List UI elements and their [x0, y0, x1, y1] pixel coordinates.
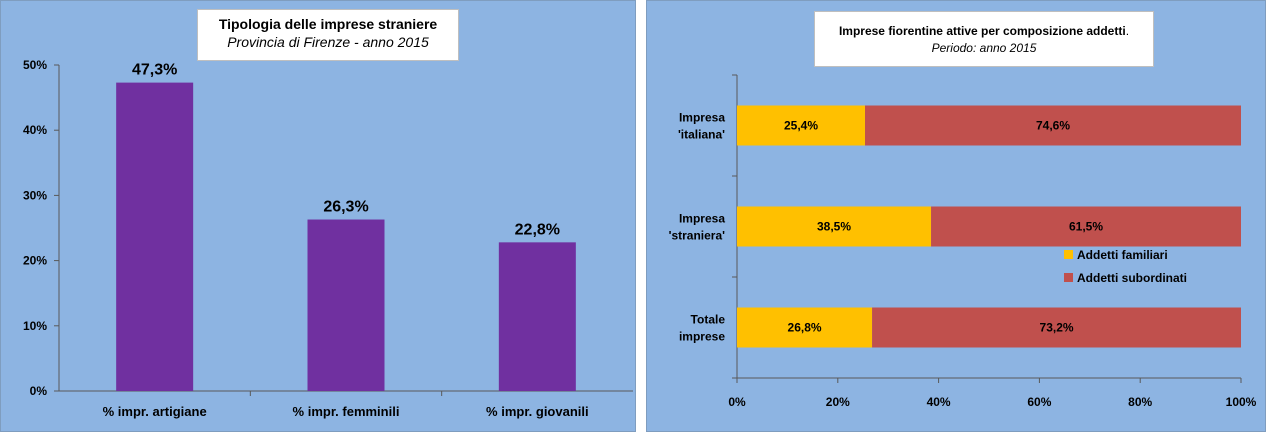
bar-segment: [737, 307, 873, 348]
x-tick-label: % impr. artigiane: [103, 404, 207, 419]
y-tick-label-line: 'italiana': [678, 128, 725, 142]
y-tick-label: Totale imprese: [679, 313, 725, 344]
bar-value-label: 74,6%: [1036, 119, 1070, 133]
y-tick-label: 20%: [23, 254, 47, 268]
bar: [498, 242, 576, 391]
y-tick-label: Impresa 'straniera': [669, 212, 726, 243]
x-tick-label: 40%: [927, 395, 951, 409]
bar-segment: [931, 206, 1241, 247]
y-tick-label: 40%: [23, 123, 47, 137]
y-tick-label-line: Totale: [691, 313, 726, 327]
chart-title-text: Imprese fiorentine attive per composizio…: [838, 24, 1126, 38]
bars-group: 47,3% 26,3% 22,8%: [116, 62, 576, 391]
bar-value-label: 25,4%: [784, 119, 818, 133]
legend-label: Addetti familiari: [1077, 248, 1168, 262]
chart-panel-employee-composition: 0% 20% 40% 60% 80% 100% 25,4% 74,6% 38,5% 61,5% 2…: [646, 0, 1266, 432]
y-tick-label: 10%: [23, 319, 47, 333]
chart-title-box: Imprese fiorentine attive per composizio…: [814, 11, 1154, 67]
x-axis-labels: % impr. artigiane % impr. femminili % impr…: [103, 404, 589, 419]
bar-value-label: 26,3%: [323, 199, 368, 216]
bar-chart-svg: 0% 10% 20% 30% 40% 50% 47,3% 26,3% 22,8% % impr…: [23, 58, 633, 419]
legend-label: Addetti subordinati: [1077, 271, 1187, 285]
legend: Addetti familiari Addetti subordinati: [1064, 248, 1187, 285]
stacked-bar-chart-svg: 0% 20% 40% 60% 80% 100% 25,4% 74,6%38,5% 61,5%2…: [669, 74, 1257, 409]
legend-swatch: [1064, 250, 1073, 259]
legend-swatch: [1064, 273, 1073, 282]
x-tick-label: % impr. femminili: [293, 404, 400, 419]
x-tick-label: 80%: [1128, 395, 1152, 409]
y-tick-label-line: Impresa: [679, 212, 725, 226]
bar-segment: [865, 105, 1241, 146]
chart-title-box: Tipologia delle imprese straniere Provin…: [197, 9, 459, 61]
chart-title: Imprese fiorentine attive per composizio…: [815, 24, 1153, 38]
bars-group: 25,4% 74,6% 38,5% 61,5% 26,8% 73,2%: [737, 105, 1241, 348]
bar-value-label: 26,8%: [788, 321, 822, 335]
chart-title-period: .: [1125, 24, 1130, 38]
bar-value-label: 38,5%: [817, 220, 851, 234]
bar-value-label: 22,8%: [515, 221, 560, 238]
chart-subtitle: Provincia di Firenze - anno 2015: [227, 34, 429, 50]
bar-value-label: 73,2%: [1040, 321, 1074, 335]
x-tick-label: 0%: [728, 395, 746, 409]
y-axis-labels: Impresa 'italiana' Impresa 'straniera' Total…: [669, 111, 726, 344]
y-tick-label-line: imprese: [679, 330, 725, 344]
y-tick-label-line: 'straniera': [669, 229, 726, 243]
chart-title: Tipologia delle imprese straniere: [218, 16, 438, 32]
chart-subtitle: Periodo: anno 2015: [931, 41, 1037, 55]
y-tick-label: 30%: [23, 188, 47, 202]
y-tick-label-line: Impresa: [679, 111, 725, 125]
bar-segment: [737, 206, 932, 247]
x-tick-label: 20%: [826, 395, 850, 409]
y-tick-label: 50%: [23, 58, 47, 72]
bar-segment: [737, 105, 866, 146]
y-tick-label: 0%: [30, 384, 48, 398]
bar-value-label: 47,3%: [132, 62, 177, 79]
chart-panel-foreign-enterprise-types: 0% 10% 20% 30% 40% 50% 47,3% 26,3% 22,8% % impr…: [0, 0, 636, 432]
x-tick-label: % impr. giovanili: [486, 404, 589, 419]
y-tick-label: Impresa 'italiana': [678, 111, 725, 142]
bar-value-label: 61,5%: [1069, 220, 1103, 234]
bar: [116, 82, 194, 391]
x-tick-label: 100%: [1226, 395, 1257, 409]
bar-segment: [872, 307, 1241, 348]
x-tick-label: 60%: [1027, 395, 1051, 409]
bar: [307, 219, 385, 391]
